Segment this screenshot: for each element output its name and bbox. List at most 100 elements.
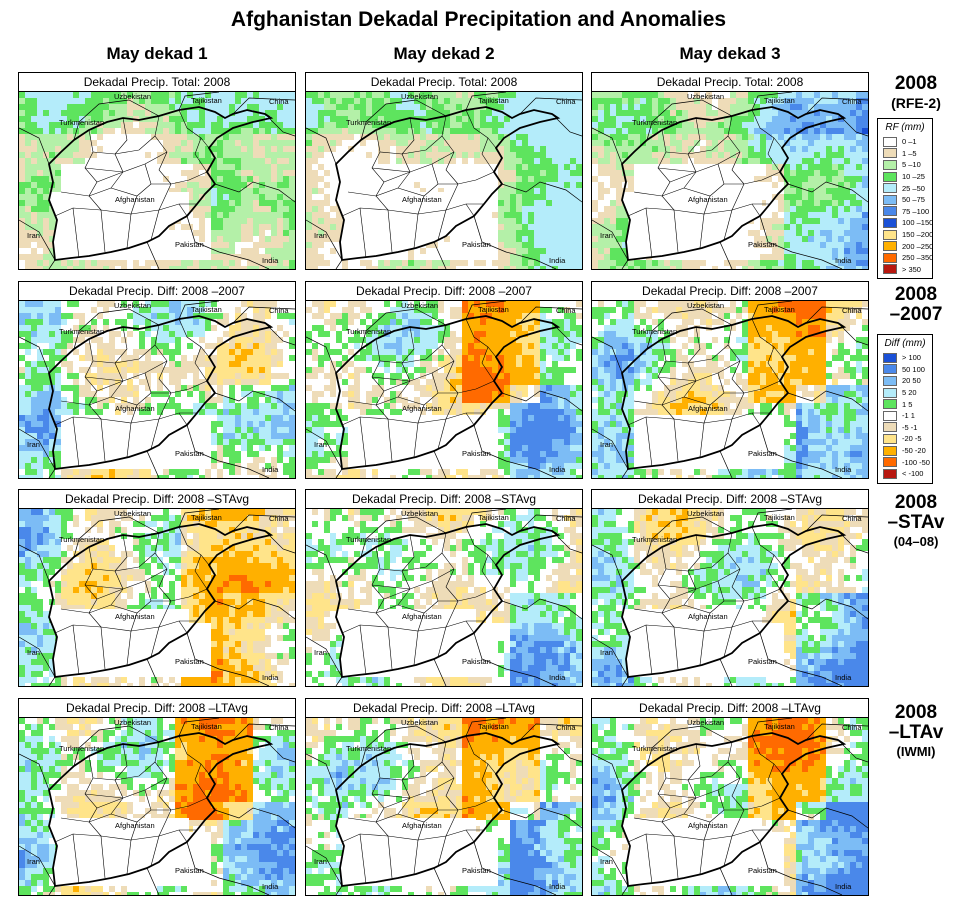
country-label-tajikistan: Tajikistan: [764, 305, 795, 314]
country-label-turkmenistan: Turkmenistan: [632, 118, 677, 127]
province-border: [665, 344, 729, 364]
province-border: [673, 626, 679, 670]
neighbor-border: [19, 127, 50, 165]
legend-item: -5 -1: [878, 422, 932, 434]
neighbor-border: [186, 841, 270, 895]
country-label-tajikistan: Tajikistan: [478, 722, 509, 731]
legend-label: 200 –250: [902, 241, 934, 251]
province-border: [54, 416, 102, 426]
neighbor-border: [48, 885, 56, 895]
legend-label: 250 –350: [902, 253, 934, 263]
country-label-pakistan: Pakistan: [175, 657, 204, 666]
country-label-iran: Iran: [600, 440, 613, 449]
legend-swatch: [883, 422, 897, 433]
country-label-iran: Iran: [27, 857, 40, 866]
neighbor-border: [646, 725, 733, 767]
country-label-pakistan: Pakistan: [462, 866, 491, 875]
province-border: [72, 624, 80, 676]
province-border: [481, 346, 495, 382]
province-border: [413, 213, 419, 249]
neighbor-border: [646, 308, 733, 350]
legend-item: > 350: [878, 264, 932, 276]
legend-item: 0 –1: [878, 136, 932, 148]
row-label-diff-stavg: 2008 –STAv (04–08): [876, 493, 956, 549]
province-border: [379, 761, 443, 781]
country-label-pakistan: Pakistan: [462, 449, 491, 458]
province-border: [751, 412, 761, 426]
country-label-turkmenistan: Turkmenistan: [632, 535, 677, 544]
province-border: [665, 761, 729, 781]
afghanistan-border: [335, 732, 561, 888]
province-border: [465, 526, 497, 566]
legend-swatch: [883, 171, 897, 182]
afghanistan-border: [48, 315, 274, 471]
panel-title: Dekadal Precip. Diff: 2008 –STAvg: [19, 490, 295, 509]
precipitation-map: Uzbekistan Tajikistan China Turkmenistan Afg…: [592, 509, 868, 686]
legend-item: 10 –25: [878, 171, 932, 183]
neighbor-border: [551, 530, 582, 554]
neighbor-border: [335, 259, 343, 269]
province-border: [657, 151, 741, 173]
country-label-uzbekistan: Uzbekistan: [401, 92, 438, 101]
map-panel: Dekadal Precip. Diff: 2008 –STAvg Uzbekis…: [18, 489, 296, 687]
province-border: [431, 163, 495, 185]
province-border: [341, 624, 389, 634]
neighbor-border: [519, 723, 582, 741]
neighbor-border: [473, 841, 557, 895]
province-border: [84, 755, 102, 837]
country-label-india: India: [549, 256, 566, 265]
legend-item: -50 -20: [878, 445, 932, 457]
province-border: [633, 604, 685, 614]
legend-label: 75 –100: [902, 206, 930, 216]
precip-raster: [592, 301, 868, 478]
neighbor-border: [73, 725, 160, 767]
row-label-year: 2008: [894, 492, 938, 513]
province-border: [96, 588, 124, 600]
country-label-india: India: [835, 256, 852, 265]
neighbor-border: [306, 219, 343, 261]
neighbor-border: [592, 336, 623, 374]
neighbor-border: [433, 658, 447, 686]
country-label-uzbekistan: Uzbekistan: [687, 509, 724, 518]
province-border: [669, 171, 697, 183]
panel-title: Dekadal Precip. Diff: 2008 –STAvg: [306, 490, 582, 509]
country-label-iran: Iran: [314, 231, 327, 240]
neighbor-border: [232, 514, 295, 532]
province-border: [100, 209, 106, 253]
province-border: [767, 554, 781, 590]
province-border: [723, 835, 733, 867]
neighbor-border: [48, 468, 56, 478]
legend-swatch: [883, 183, 897, 194]
neighbor-border: [306, 845, 343, 887]
column-header-may-dekad-3: May dekad 3: [679, 44, 781, 63]
neighbor-border: [501, 598, 582, 620]
legend-swatch: [883, 468, 897, 479]
map-panel: Dekadal Precip. Diff: 2008 –STAvg Uzbekis…: [591, 489, 869, 687]
legend-item: 200 –250: [878, 240, 934, 252]
country-label-china: China: [842, 723, 862, 732]
neighbor-border: [146, 867, 160, 895]
neighbor-border: [214, 598, 295, 620]
legend-label: 100 –150: [902, 218, 934, 228]
province-border: [150, 835, 160, 867]
legend-label: 20 50: [902, 376, 921, 386]
province-border: [100, 418, 106, 462]
country-label-iran: Iran: [600, 231, 613, 240]
province-border: [371, 129, 389, 211]
country-label-afghanistan: Afghanistan: [688, 821, 728, 830]
neighbor-border: [214, 390, 295, 412]
province-border: [465, 203, 475, 217]
province-border: [60, 396, 112, 406]
province-border: [383, 380, 411, 392]
province-border: [341, 416, 389, 426]
neighbor-border: [186, 424, 270, 478]
country-label-iran: Iran: [600, 857, 613, 866]
neighbor-border: [360, 516, 447, 558]
province-border: [383, 171, 411, 183]
province-border: [413, 630, 419, 666]
country-label-china: China: [556, 97, 576, 106]
province-border: [437, 418, 447, 450]
neighbor-border: [48, 259, 56, 269]
province-border: [126, 630, 132, 666]
province-border: [383, 797, 411, 809]
